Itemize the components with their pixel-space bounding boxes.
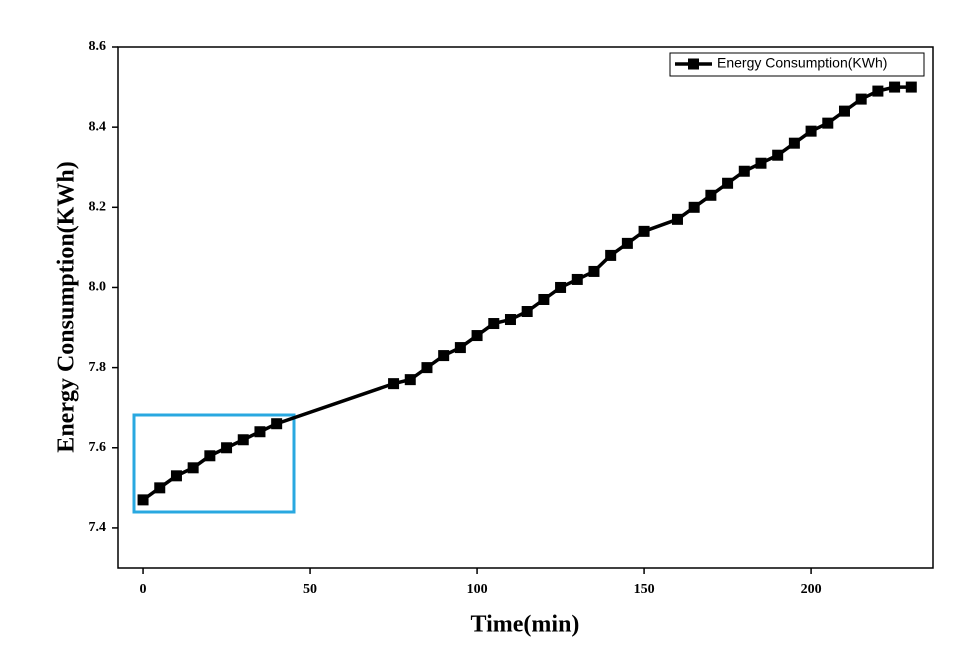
legend-marker [688, 58, 699, 70]
data-point [421, 362, 433, 374]
y-tick-label: 7.4 [89, 520, 107, 535]
y-tick-label: 8.6 [89, 39, 107, 54]
data-point [755, 157, 767, 169]
y-tick-label: 7.6 [89, 440, 107, 455]
data-point [855, 93, 867, 105]
plot-frame [117, 46, 934, 569]
data-point [722, 177, 734, 189]
data-point [738, 165, 750, 177]
data-point [889, 81, 901, 93]
data-point [187, 462, 199, 474]
x-axis-title: Time(min) [471, 612, 580, 638]
data-point [638, 225, 650, 237]
data-point [254, 426, 266, 438]
data-point [555, 281, 567, 293]
highlight-box [132, 413, 296, 514]
data-point [271, 418, 283, 430]
data-point [154, 482, 166, 494]
data-point [488, 318, 500, 330]
data-point [454, 342, 466, 354]
x-tick-label: 150 [634, 582, 655, 597]
data-point [588, 265, 600, 277]
y-tick-label: 8.0 [89, 280, 107, 295]
data-point [822, 117, 834, 129]
data-point [688, 201, 700, 213]
x-tick-label: 200 [801, 582, 822, 597]
data-point [170, 470, 182, 482]
data-point [788, 137, 800, 149]
data-point [538, 293, 550, 305]
data-point [872, 85, 884, 97]
data-point [388, 378, 400, 390]
legend-label: Energy Consumption(KWh) [717, 55, 887, 71]
series-line [142, 85, 912, 502]
y-tick-label: 8.4 [89, 119, 107, 134]
data-point [438, 350, 450, 362]
legend-box [669, 52, 925, 77]
data-point [605, 249, 617, 261]
data-point [772, 149, 784, 161]
x-tick-label: 50 [303, 582, 317, 597]
data-point [838, 105, 850, 117]
data-point [237, 434, 249, 446]
data-point [204, 450, 216, 462]
data-point [521, 306, 533, 318]
data-point [705, 189, 717, 201]
data-point [805, 125, 817, 137]
x-tick-label: 0 [140, 582, 147, 597]
data-point [137, 494, 149, 506]
x-tick-label: 100 [467, 582, 488, 597]
y-tick-label: 8.2 [89, 200, 107, 215]
y-tick-label: 7.8 [89, 360, 107, 375]
data-point [471, 330, 483, 342]
data-point [221, 442, 233, 454]
data-point [621, 237, 633, 249]
y-axis-title: Energy Consumption(KWh) [54, 161, 80, 452]
data-point [671, 213, 683, 225]
data-point [404, 374, 416, 386]
data-point [905, 81, 917, 93]
data-point [504, 314, 516, 326]
data-point [571, 273, 583, 285]
